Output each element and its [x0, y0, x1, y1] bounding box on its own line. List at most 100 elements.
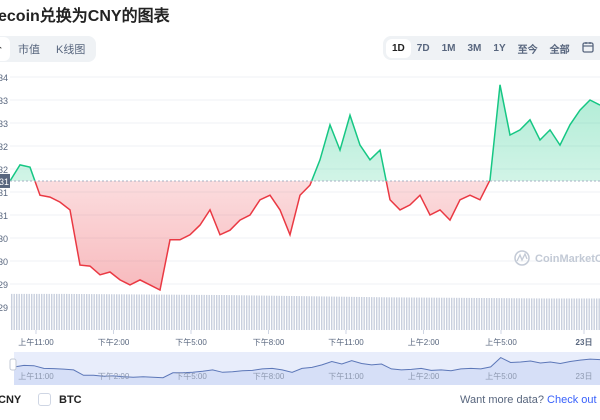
volume-bar — [433, 297, 435, 330]
volume-bar — [311, 296, 313, 330]
volume-bar — [253, 295, 255, 330]
volume-bar — [96, 294, 98, 330]
range-7d[interactable]: 7D — [416, 42, 430, 54]
volume-bar — [481, 297, 483, 330]
volume-bar — [556, 298, 558, 330]
volume-bar — [93, 294, 95, 330]
y-tick-label: 30 — [0, 234, 8, 244]
y-tick-label: 32 — [0, 165, 8, 175]
current-price-label: 31 — [0, 177, 9, 187]
area-below — [10, 180, 490, 290]
volume-bar — [36, 293, 38, 330]
volume-bar — [533, 298, 535, 330]
volume-bar — [418, 297, 420, 330]
volume-bar — [291, 295, 293, 330]
volume-bar — [536, 298, 538, 330]
volume-bar — [328, 296, 330, 330]
btc-checkbox[interactable] — [38, 393, 51, 406]
currency-cny-label[interactable]: CNY — [0, 394, 22, 406]
y-tick-label: 32 — [0, 142, 8, 152]
time-range-tabs: 1D 7D 1M 3M 1Y 至今 全部 — [383, 36, 600, 60]
volume-bar — [323, 296, 325, 330]
volume-bar — [106, 294, 108, 330]
range-1m[interactable]: 1M — [441, 42, 456, 54]
volume-bar — [403, 297, 405, 330]
volume-bar — [373, 297, 375, 330]
price-line-up — [9, 84, 600, 181]
tab-candlestick[interactable]: K线图 — [56, 44, 86, 56]
navigator[interactable]: 上午11:00 下午2:00 下午5:00 下午8:00 下午11:00 上午2:00 上午… — [9, 352, 600, 385]
volume-bar — [206, 294, 208, 330]
volume-bar — [568, 298, 570, 330]
volume-bar — [508, 298, 510, 330]
volume-bar — [238, 295, 240, 330]
volume-bar — [178, 294, 180, 330]
volume-bar — [241, 295, 243, 330]
volume-bar — [181, 294, 183, 330]
volume-bar — [443, 297, 445, 330]
volume-bar — [138, 294, 140, 330]
range-all[interactable]: 全部 — [549, 44, 570, 56]
tab-price[interactable]: 价 — [0, 37, 10, 61]
volume-bar — [273, 295, 275, 330]
volume-bar — [506, 298, 508, 330]
range-1y[interactable]: 1Y — [493, 42, 506, 54]
volume-bar — [108, 294, 110, 330]
volume-bar — [458, 297, 460, 330]
volume-bar — [278, 295, 280, 330]
navigator-tick-label: 23日 — [576, 372, 593, 381]
volume-bar — [33, 293, 35, 330]
volume-bar — [88, 294, 90, 330]
volume-bar — [153, 294, 155, 330]
check-out-link[interactable]: Check out ou — [547, 394, 600, 406]
range-1d[interactable]: 1D — [386, 38, 411, 58]
volume-bar — [438, 297, 440, 330]
volume-bar — [286, 295, 288, 330]
volume-bar — [376, 297, 378, 330]
volume-bar — [528, 298, 530, 330]
calendar-icon[interactable] — [576, 39, 600, 58]
volume-bar — [363, 297, 365, 330]
tab-market-cap[interactable]: 市值 — [18, 44, 40, 56]
range-3m[interactable]: 3M — [467, 42, 482, 54]
volume-bar — [353, 296, 355, 330]
volume-bar — [431, 297, 433, 330]
volume-bar — [171, 294, 173, 330]
volume-bar — [538, 298, 540, 330]
volume-bar — [371, 297, 373, 330]
volume-bar — [193, 294, 195, 330]
volume-bar — [133, 294, 135, 330]
x-tick-label: 下午8:00 — [253, 337, 285, 347]
more-data-label: Want more data? — [460, 394, 544, 406]
volume-bar — [338, 296, 340, 330]
volume-bar — [303, 296, 305, 330]
volume-bar — [581, 298, 583, 330]
volume-bar — [526, 298, 528, 330]
volume-bar — [503, 298, 505, 330]
volume-bar — [296, 296, 298, 330]
volume-bar — [366, 297, 368, 330]
btc-label: BTC — [59, 394, 82, 406]
x-tick-label: 下午5:00 — [175, 337, 207, 347]
y-tick-label: 34 — [0, 73, 8, 83]
volume-bar — [146, 294, 148, 330]
volume-bar — [416, 297, 418, 330]
volume-bar — [551, 298, 553, 330]
volume-bar — [531, 298, 533, 330]
volume-bar — [198, 294, 200, 330]
volume-bar — [346, 296, 348, 330]
x-tick-label: 23日 — [576, 338, 593, 347]
navigator-handle[interactable] — [9, 358, 17, 371]
volume-bar — [378, 297, 380, 330]
navigator-tick-label: 下午11:00 — [328, 371, 364, 381]
volume-bar — [251, 295, 253, 330]
volume-bar — [523, 298, 525, 330]
range-ytd[interactable]: 至今 — [517, 44, 538, 56]
volume-bar — [266, 295, 268, 330]
watermark-text: CoinMarketCap — [535, 253, 600, 265]
volume-bar — [313, 296, 315, 330]
volume-bar — [343, 296, 345, 330]
volume-bar — [128, 294, 130, 330]
volume-bar — [453, 297, 455, 330]
